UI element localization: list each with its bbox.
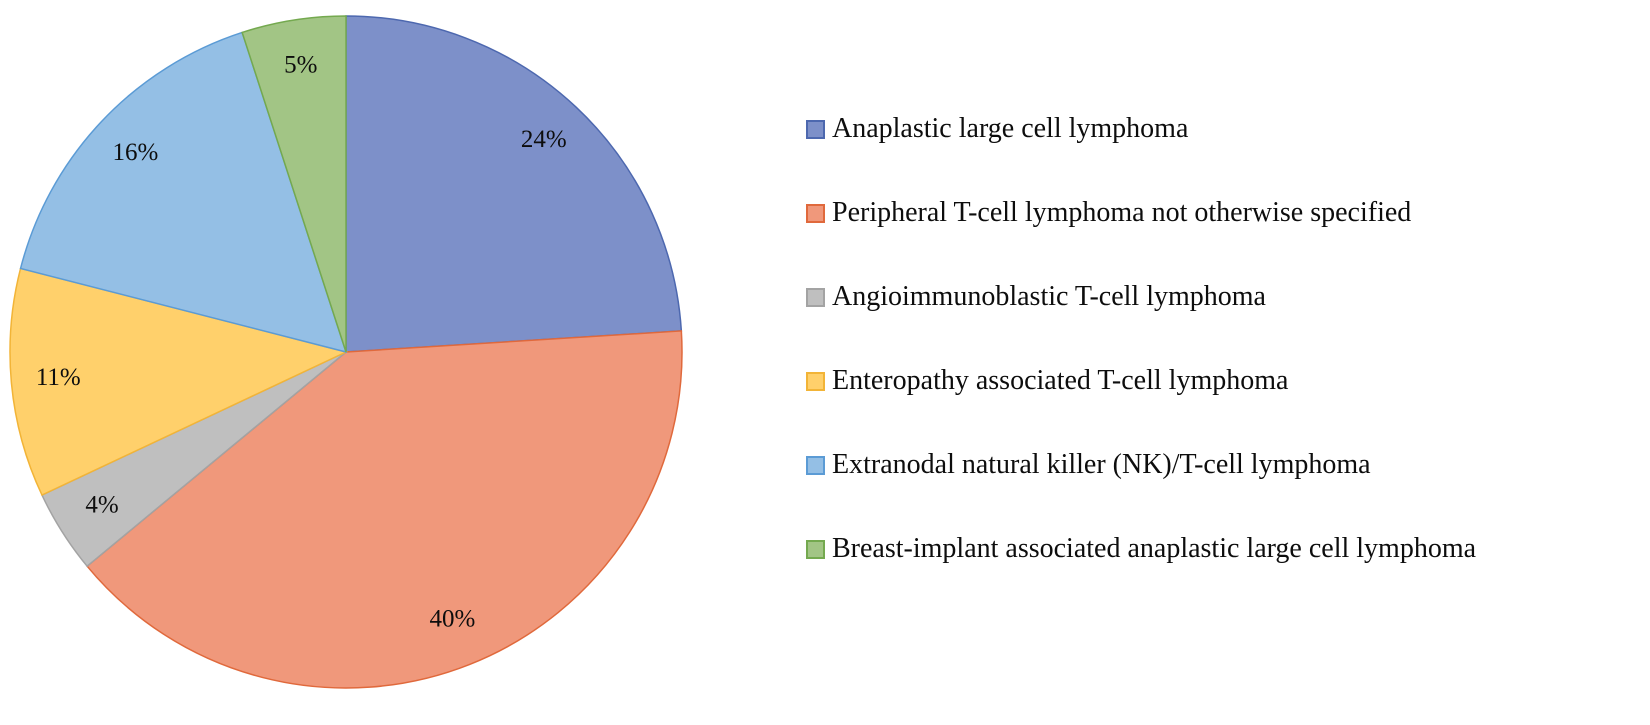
legend-item: Angioimmunoblastic T-cell lymphoma [806, 280, 1476, 314]
data-label: 4% [85, 492, 118, 519]
legend: Anaplastic large cell lymphoma Peripheral… [806, 112, 1476, 616]
legend-item: Anaplastic large cell lymphoma [806, 112, 1476, 146]
chart-area: 24% 40% 4% 11% 16% 5% [0, 0, 700, 725]
data-label: 16% [112, 139, 158, 166]
legend-swatch-icon [806, 203, 825, 223]
legend-label: Peripheral T-cell lymphoma not otherwise… [832, 197, 1412, 228]
pie-slice-5 [19, 31, 348, 354]
legend-swatch-icon [806, 539, 825, 559]
legend-swatch-icon [806, 287, 825, 307]
data-label: 11% [36, 364, 81, 391]
pie-slice-4 [9, 267, 349, 497]
legend-item: Breast-implant associated anaplastic lar… [806, 532, 1476, 566]
data-label: 5% [284, 51, 317, 78]
legend-label: Anaplastic large cell lymphoma [832, 113, 1189, 144]
legend-item: Enteropathy associated T-cell lymphoma [806, 364, 1476, 398]
pie-slice-6 [241, 15, 347, 353]
legend-label: Angioimmunoblastic T-cell lymphoma [832, 281, 1266, 312]
legend-swatch-icon [806, 119, 825, 139]
pie-slice-1 [345, 15, 683, 353]
legend-label: Breast-implant associated anaplastic lar… [832, 533, 1477, 564]
legend-swatch-icon [806, 371, 825, 391]
pie-slice-2 [86, 330, 683, 689]
data-label: 40% [429, 605, 475, 632]
legend-label: Enteropathy associated T-cell lymphoma [832, 365, 1289, 396]
legend-item: Extranodal natural killer (NK)/T-cell ly… [806, 448, 1476, 482]
legend-swatch-icon [806, 455, 825, 475]
pie-chart: 24% 40% 4% 11% 16% 5% [9, 15, 683, 689]
legend-item: Peripheral T-cell lymphoma not otherwise… [806, 196, 1476, 230]
data-label: 24% [521, 126, 567, 153]
legend-label: Extranodal natural killer (NK)/T-cell ly… [832, 449, 1371, 480]
